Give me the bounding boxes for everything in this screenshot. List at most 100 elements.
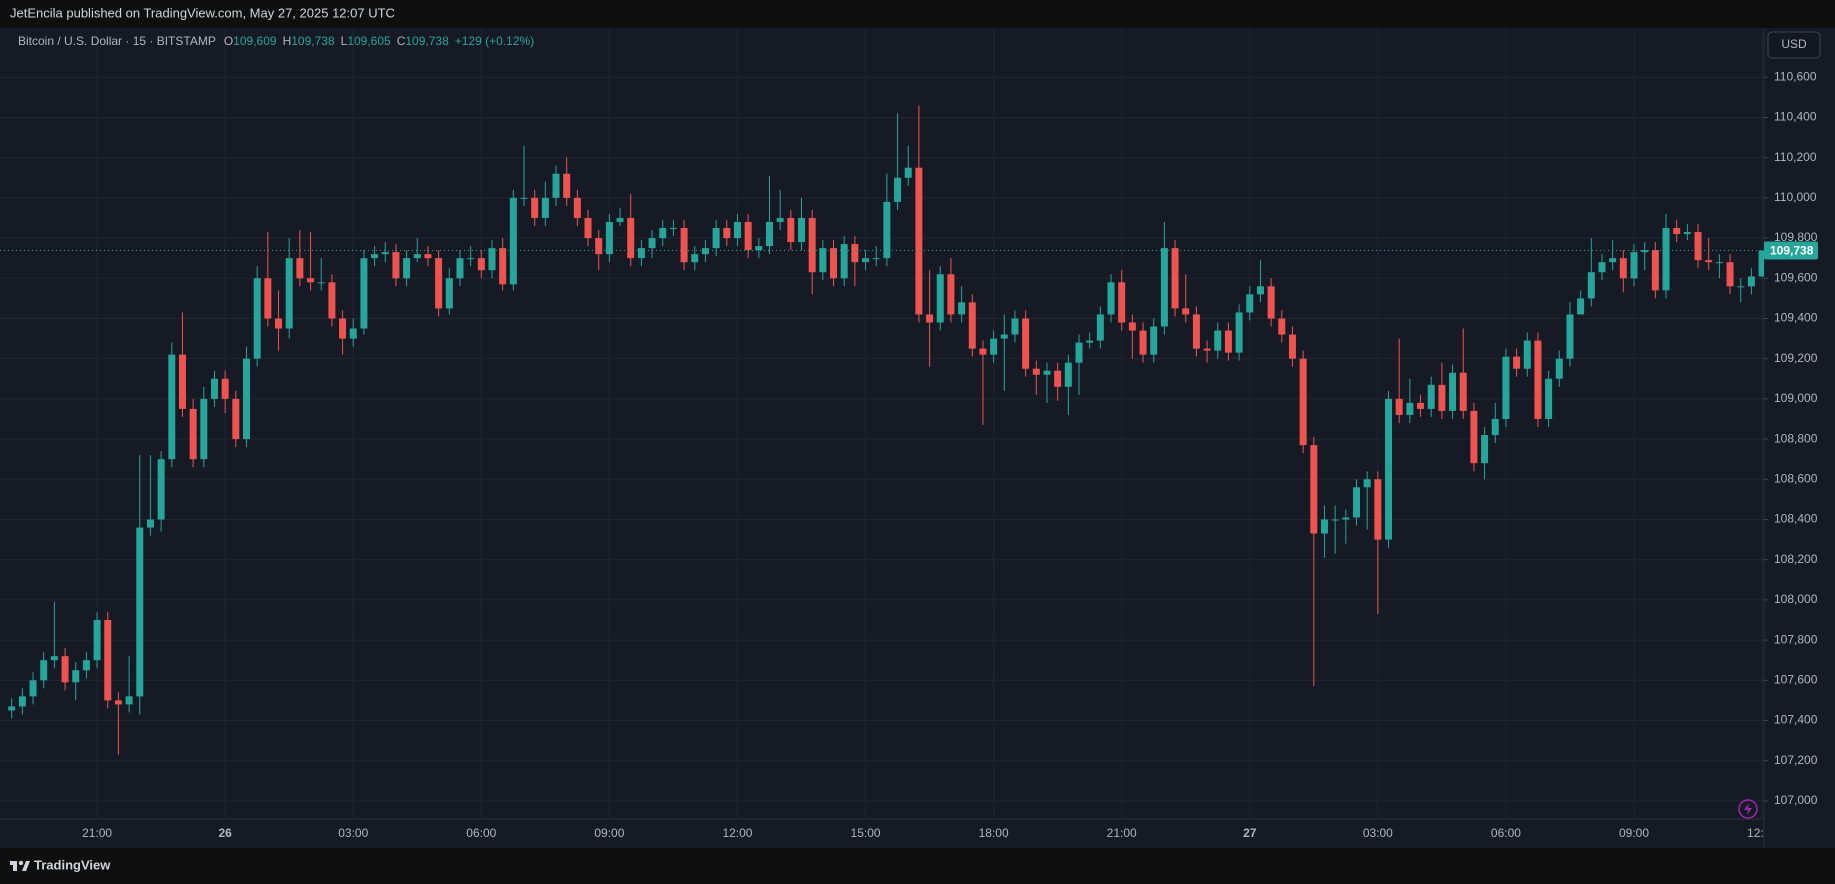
y-tick-label: 107,200 [1774, 753, 1818, 767]
candle-body [1534, 340, 1542, 419]
candle-body [1449, 372, 1457, 411]
currency[interactable]: USD [1781, 37, 1807, 51]
y-tick-label: 108,400 [1774, 512, 1818, 526]
candle-body [1587, 272, 1595, 299]
candle-body [680, 228, 688, 263]
candle-body [296, 258, 304, 279]
candle-body [1406, 402, 1414, 415]
candle-body [701, 248, 709, 255]
x-tick-label: 21:00 [1107, 826, 1137, 840]
candle-body [349, 328, 357, 339]
candle-body [285, 258, 293, 329]
candle-body [1256, 286, 1264, 295]
x-tick-label: 03:00 [338, 826, 368, 840]
candle-body [1128, 322, 1136, 331]
candle-body [136, 527, 144, 697]
candle-body [723, 228, 731, 239]
candle-body [50, 656, 58, 661]
candle-body [595, 238, 603, 255]
candle-body [1385, 398, 1393, 540]
candle-body [1320, 519, 1328, 534]
candle-body [1662, 228, 1670, 291]
candle-body [82, 660, 90, 671]
candle-body [114, 700, 122, 705]
candle-body [1310, 445, 1318, 534]
y-tick-label: 110,600 [1774, 69, 1817, 83]
candle-body [1064, 362, 1072, 387]
ohlc-key: O [224, 34, 233, 48]
candle-body [210, 378, 218, 399]
candle-body [488, 248, 496, 271]
ohlc-value: 109,738 [291, 34, 335, 48]
candle-body [499, 248, 507, 285]
candle-body [456, 258, 464, 279]
x-tick-label: 21:00 [82, 826, 112, 840]
candle-body [1363, 479, 1371, 488]
candle-body [1374, 479, 1382, 540]
ohlc-key: C [397, 34, 406, 48]
candle-body [29, 680, 37, 697]
candle-body [1555, 358, 1563, 379]
candle-body [1224, 330, 1232, 353]
candle-body [104, 619, 112, 701]
candle-body [1011, 318, 1019, 335]
candle-body [744, 221, 752, 251]
candle-body [1278, 318, 1286, 335]
candle-body [467, 258, 475, 260]
candle-body [1438, 384, 1446, 411]
y-tick-label: 110,200 [1774, 150, 1817, 164]
candle-body [403, 258, 411, 279]
candle-body [648, 238, 656, 249]
candle-body [669, 228, 677, 230]
candle-body [520, 197, 528, 199]
candle-body [1566, 314, 1574, 359]
candle-body [232, 398, 240, 440]
candle-body [1502, 356, 1510, 419]
ohlc-value: 109,605 [347, 34, 391, 48]
candle-body [1139, 330, 1147, 355]
candle-body [1096, 314, 1104, 341]
y-tick-label: 107,000 [1774, 793, 1818, 807]
candle-body [157, 459, 165, 520]
candle-body [1619, 258, 1627, 279]
x-tick-label: 27 [1243, 826, 1257, 840]
candle-body [1022, 318, 1030, 369]
candle-body [93, 619, 101, 661]
y-tick-label: 107,600 [1774, 672, 1818, 686]
candle-body [541, 197, 549, 218]
x-tick-label: 15:00 [851, 826, 881, 840]
candle-body [787, 217, 795, 243]
currency-box[interactable] [1767, 31, 1821, 59]
candle-body [1395, 398, 1403, 415]
candle-body [883, 201, 891, 259]
lightning-icon [1738, 799, 1758, 819]
candle-body [275, 318, 283, 329]
candle-body [830, 248, 838, 279]
x-tick-label: 06:00 [1491, 826, 1521, 840]
candle-body [328, 282, 336, 319]
candle-body [72, 670, 80, 683]
candle-body [1491, 418, 1499, 436]
candle-body [1523, 340, 1531, 369]
candle-body [936, 274, 944, 323]
ohlc-value: 109,609 [233, 34, 277, 48]
x-tick-labels: 21:00 26 03:00 06:00 09:00 12:00 15:00 18:00 21:… [82, 826, 1764, 840]
candle-body [1747, 276, 1755, 287]
candle-body [424, 254, 432, 259]
candle-body [200, 398, 208, 460]
candle-body [947, 274, 955, 315]
candle-body [1160, 248, 1168, 327]
x-tick-label: 09:00 [1619, 826, 1649, 840]
candle-body [1651, 250, 1659, 291]
candle-body [371, 254, 379, 259]
candle-body [1267, 286, 1275, 319]
candle-body [1715, 262, 1723, 264]
candle-body [221, 378, 229, 399]
candle-body [627, 217, 635, 259]
candle-body [552, 173, 560, 198]
candle-body [1118, 282, 1126, 323]
candle-body [659, 228, 667, 239]
candle-body [1609, 258, 1617, 263]
candle-body [872, 258, 880, 260]
